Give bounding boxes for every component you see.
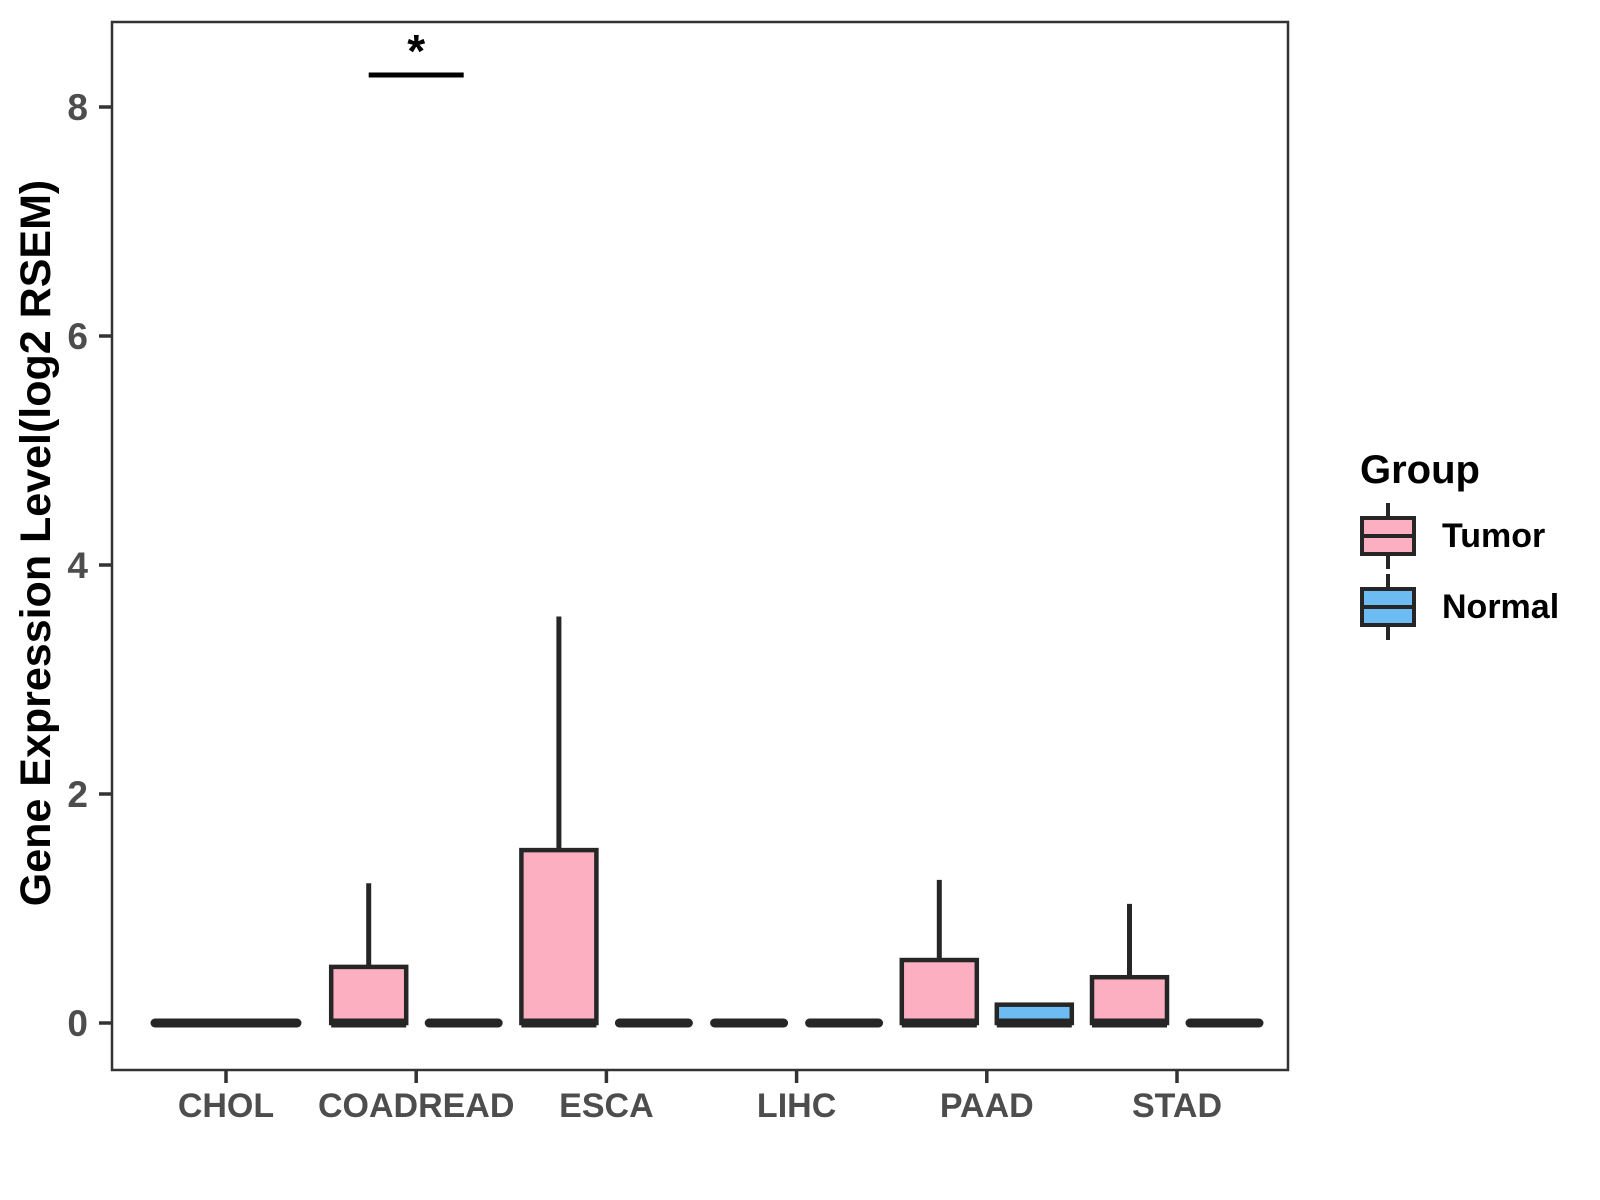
box-tumor — [899, 957, 980, 1026]
box-tumor — [1089, 974, 1170, 1026]
legend-label-normal: Normal — [1442, 587, 1560, 626]
box-tumor — [519, 847, 599, 1026]
panel-border — [110, 20, 1290, 1072]
box-tumor — [328, 964, 409, 1026]
legend: Group Tumor Normal — [1358, 448, 1559, 645]
y-axis-title: Gene Expression Level(log2 RSEM) — [12, 179, 60, 907]
x-tick-label: LIHC — [757, 1087, 836, 1125]
legend-label-tumor: Tumor — [1442, 516, 1546, 555]
legend-entry-tumor: Tumor — [1358, 503, 1559, 569]
y-tick-label: 6 — [67, 316, 88, 357]
x-tick-label: STAD — [1132, 1087, 1222, 1125]
x-tick-label: COADREAD — [318, 1087, 514, 1125]
y-tick-label: 0 — [67, 1003, 88, 1044]
significance-star: * — [407, 25, 425, 77]
y-tick-label: 2 — [67, 774, 88, 815]
boxplot-key-icon — [1360, 503, 1416, 569]
x-tick-label: CHOL — [178, 1087, 274, 1125]
y-tick-label: 8 — [67, 87, 88, 128]
boxplot-key-icon — [1360, 574, 1416, 640]
legend-title: Group — [1360, 448, 1480, 492]
x-tick-label: ESCA — [559, 1087, 653, 1125]
y-tick-label: 4 — [67, 545, 88, 586]
x-tick-label: PAAD — [940, 1087, 1034, 1125]
legend-entry-normal: Normal — [1358, 574, 1559, 640]
